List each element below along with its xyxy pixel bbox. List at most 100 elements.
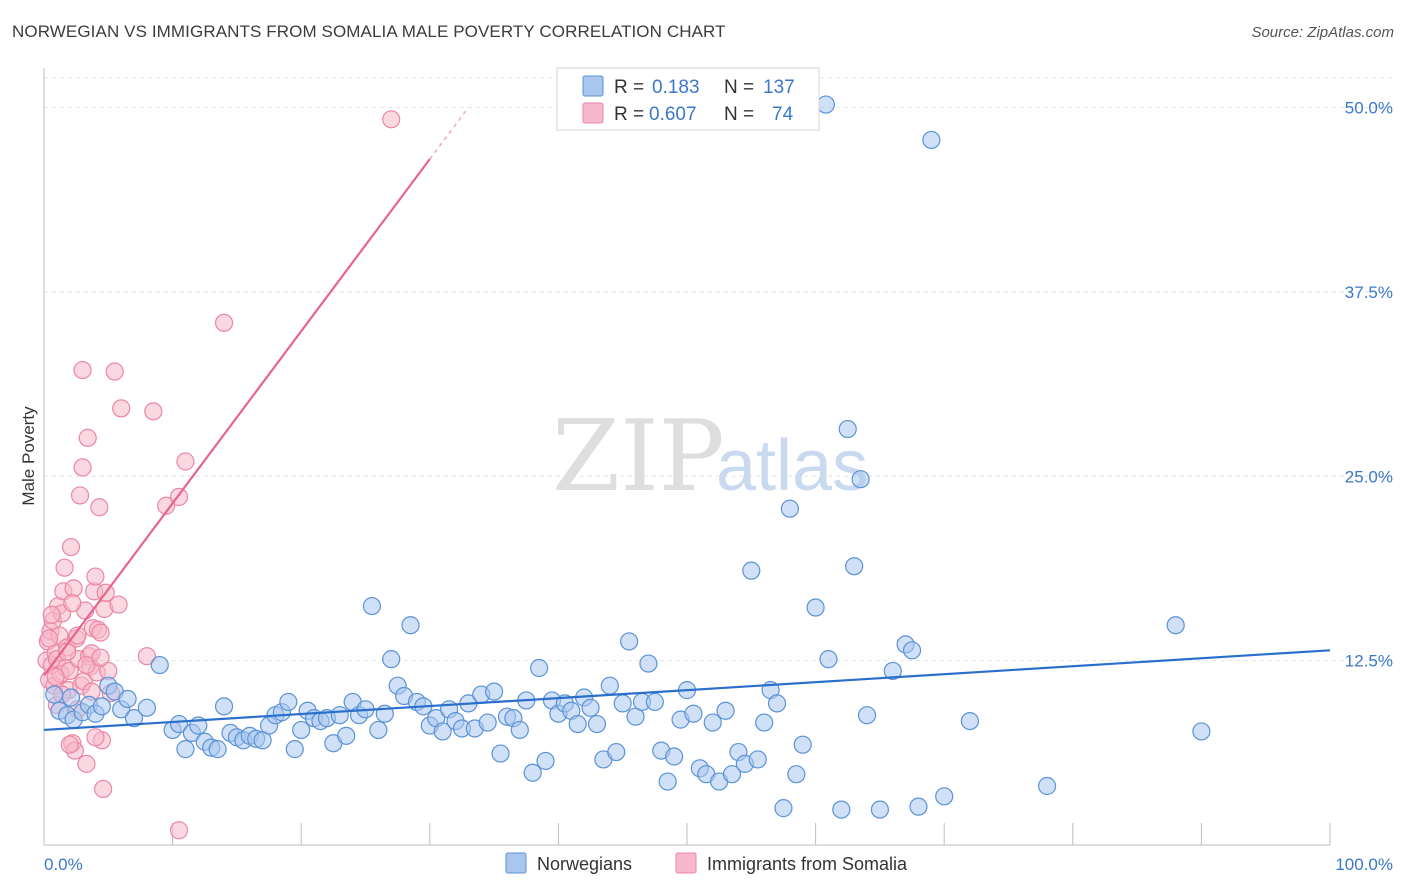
- norwegians-point: [742, 561, 761, 580]
- legend-r-value-2: 0.607: [649, 104, 697, 125]
- norwegians-point: [780, 499, 799, 518]
- somalia-point: [90, 498, 109, 517]
- somalia-point: [94, 779, 113, 799]
- norwegians-point: [600, 676, 619, 695]
- somalia-point: [63, 593, 82, 613]
- x-tick-label-min: 0.0%: [44, 855, 83, 874]
- somalia-point: [105, 362, 124, 381]
- norwegians-point: [806, 598, 825, 617]
- norwegians-point: [620, 632, 639, 651]
- norwegians-point: [510, 720, 529, 740]
- somalia-point: [86, 567, 105, 586]
- legend-n-label-1: N =: [724, 77, 754, 98]
- norwegians-point: [581, 698, 600, 717]
- norwegians-point: [285, 740, 304, 759]
- somalia-point: [86, 728, 105, 747]
- somalia-point: [112, 399, 131, 418]
- bottom-legend-somalia: Immigrants from Somalia: [707, 854, 908, 874]
- norwegians-point: [536, 751, 555, 771]
- somalia-point: [77, 754, 96, 773]
- norwegians-point: [883, 661, 902, 681]
- somalia-point: [144, 402, 163, 421]
- y-tick-label: 50.0%: [1345, 99, 1393, 118]
- somalia-point: [73, 458, 92, 477]
- bottom-legend-norwegians: Norwegians: [537, 854, 632, 874]
- somalia-point: [70, 486, 90, 505]
- bottom-legend-swatch-somalia: [675, 852, 697, 874]
- series-norwegians-points: [45, 95, 1211, 819]
- watermark: ZIP atlas: [552, 400, 868, 514]
- series-somalia-points: [37, 110, 401, 840]
- somalia-point: [42, 605, 61, 625]
- norwegians-point: [935, 787, 954, 806]
- norwegians-point: [137, 698, 156, 717]
- norwegians-point: [169, 714, 189, 734]
- norwegians-point: [401, 616, 420, 635]
- somalia-point: [169, 821, 189, 840]
- norwegians-point: [838, 419, 857, 439]
- norwegians-point: [292, 720, 311, 740]
- norwegians-point: [478, 713, 497, 732]
- somalia-point: [60, 735, 79, 754]
- y-tick-labels: 12.5% 25.0% 37.5% 50.0%: [1345, 99, 1393, 671]
- gridlines: [44, 77, 1393, 662]
- somalia-point: [157, 496, 176, 515]
- x-tick-label-max: 100.0%: [1335, 855, 1393, 874]
- norwegians-point: [369, 720, 388, 740]
- trend-line-somalia: [43, 158, 431, 677]
- norwegians-point: [124, 709, 144, 728]
- norwegians-point: [767, 694, 787, 713]
- y-axis-label: Male Poverty: [19, 406, 38, 506]
- norwegians-point: [787, 765, 806, 784]
- somalia-point: [109, 595, 128, 614]
- y-tick-label: 12.5%: [1345, 652, 1393, 671]
- watermark-zip: ZIP: [552, 400, 725, 514]
- norwegians-point: [382, 650, 401, 669]
- somalia-point: [91, 648, 110, 667]
- norwegians-point: [658, 772, 677, 791]
- norwegians-point: [748, 750, 767, 769]
- y-tick-label: 37.5%: [1345, 283, 1393, 302]
- norwegians-point: [819, 650, 838, 669]
- somalia-point: [78, 428, 97, 447]
- legend-swatch-somalia: [582, 102, 604, 124]
- norwegians-point: [61, 688, 81, 707]
- norwegians-point: [755, 713, 774, 732]
- source-credit: Source: ZipAtlas.com: [1251, 24, 1394, 41]
- legend-r-value-1: 0.183: [652, 77, 700, 98]
- norwegians-point: [150, 655, 169, 675]
- norwegians-point: [491, 744, 510, 763]
- norwegians-point: [816, 95, 835, 114]
- legend-swatch-norwegians: [582, 75, 604, 97]
- norwegians-point: [857, 706, 877, 725]
- norwegians-point: [337, 726, 356, 745]
- trend-line-somalia-extension: [429, 107, 469, 160]
- norwegians-point: [909, 797, 928, 816]
- norwegians-point: [1192, 722, 1211, 741]
- norwegians-point: [960, 711, 980, 731]
- watermark-atlas: atlas: [716, 426, 868, 506]
- chart-title: NORWEGIAN VS IMMIGRANTS FROM SOMALIA MAL…: [12, 22, 726, 41]
- legend-r-label-2: R =: [614, 104, 644, 125]
- bottom-legend-swatch-norwegians: [505, 852, 527, 874]
- y-tick-label: 25.0%: [1345, 467, 1393, 486]
- norwegians-point: [523, 763, 542, 782]
- norwegians-point: [118, 689, 137, 709]
- norwegians-point: [214, 697, 234, 716]
- legend-n-label-2: N =: [724, 104, 754, 125]
- norwegians-point: [530, 658, 549, 678]
- norwegians-point: [45, 685, 64, 704]
- norwegians-point: [851, 470, 870, 489]
- somalia-point: [61, 537, 81, 557]
- norwegians-point: [922, 130, 941, 150]
- norwegians-point: [330, 706, 349, 725]
- norwegians-point: [722, 765, 742, 784]
- trend-line-norwegians: [43, 649, 1331, 732]
- somalia-point: [55, 558, 74, 577]
- norwegians-point: [176, 740, 195, 759]
- norwegians-point: [832, 800, 851, 819]
- trend-lines: [43, 107, 1331, 732]
- bottom-legend: Norwegians Immigrants from Somalia: [505, 852, 908, 874]
- somalia-point: [91, 623, 110, 642]
